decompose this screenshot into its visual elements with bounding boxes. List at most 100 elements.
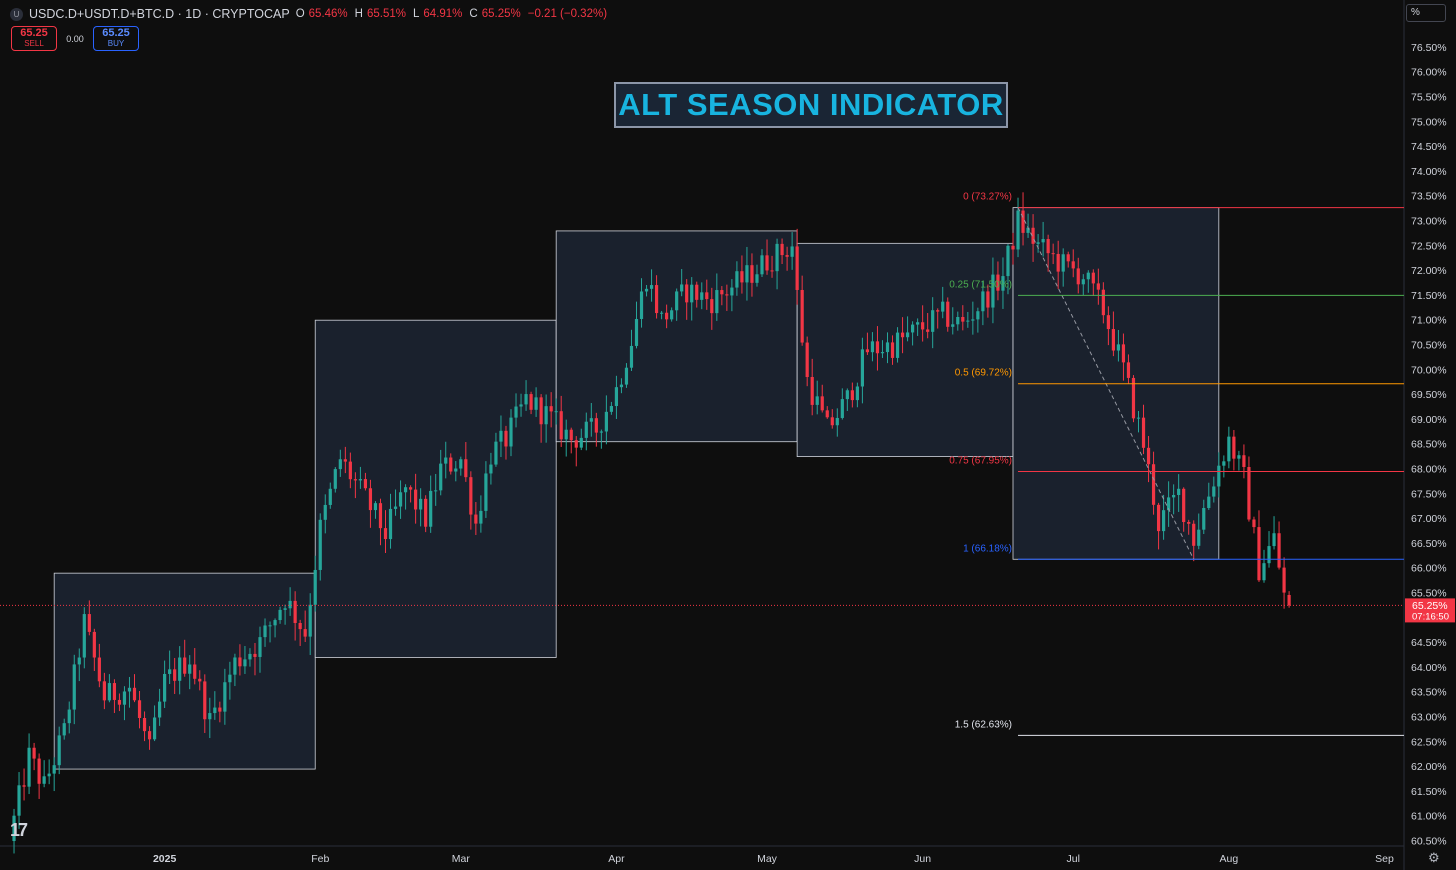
candle-body: [343, 459, 347, 462]
candle-body: [685, 284, 689, 303]
spread-value: 0.00: [66, 33, 84, 44]
candle-body: [82, 614, 86, 658]
candle-body: [946, 301, 950, 327]
candle-body: [961, 316, 965, 322]
candle-body: [710, 299, 714, 314]
candle-body: [740, 271, 744, 283]
x-tick-label: 2025: [153, 853, 177, 865]
gear-icon[interactable]: ⚙: [1428, 850, 1440, 865]
buy-label: BUY: [107, 38, 125, 48]
candle-body: [474, 514, 478, 524]
candle-body: [22, 785, 26, 787]
candle-body: [479, 510, 483, 524]
sell-button[interactable]: 65.25 SELL: [11, 26, 57, 51]
candle-body: [52, 765, 56, 774]
candle-body: [900, 332, 905, 338]
candle-body: [534, 397, 538, 410]
candle-body: [193, 664, 197, 679]
chart-title: ALT SEASON INDICATOR: [614, 82, 1008, 128]
price-scale-unit-button[interactable]: %: [1406, 4, 1446, 22]
candle-body: [921, 322, 925, 330]
candle-body: [765, 255, 769, 271]
candle-body: [971, 319, 975, 321]
candle-body: [976, 311, 980, 320]
candle-body: [368, 488, 373, 511]
candle-body: [42, 776, 46, 784]
candle-body: [1056, 253, 1060, 272]
y-tick-label: 68.50%: [1411, 439, 1447, 451]
close-key: C: [469, 8, 478, 20]
candle-body: [1091, 272, 1095, 284]
candle-body: [1187, 522, 1191, 524]
candle-body: [609, 406, 613, 412]
current-price-label: 65.25%: [1412, 600, 1448, 612]
candle-body: [1262, 563, 1266, 581]
candle-body: [188, 664, 192, 674]
candle-body: [424, 498, 428, 527]
ohlc-values: O 65.46% H 65.51% L 64.91% C 65.25% −0.21 (−…: [296, 8, 610, 20]
candle-body: [97, 657, 101, 682]
candle-body: [926, 329, 930, 332]
candle-body: [845, 390, 849, 400]
candle-body: [1051, 253, 1055, 255]
candle-body: [1001, 276, 1005, 291]
tradingview-logo-icon[interactable]: 17: [10, 820, 28, 840]
candle-body: [1011, 245, 1015, 250]
candle-body: [1066, 254, 1070, 262]
candle-body: [1151, 464, 1156, 505]
candle-body: [102, 681, 106, 701]
candle-body: [1146, 447, 1151, 465]
candle-body: [107, 683, 111, 701]
candle-body: [690, 284, 694, 303]
candle-body: [208, 713, 212, 720]
candle-body: [629, 345, 634, 368]
range-box: [796, 242, 1014, 458]
candle-body: [850, 390, 854, 401]
candle-body: [725, 294, 729, 296]
candle-body: [449, 457, 453, 472]
candle-body: [1192, 523, 1196, 546]
candle-body: [168, 669, 172, 674]
y-tick-label: 64.50%: [1411, 637, 1447, 649]
candle-body: [745, 265, 749, 283]
candle-body: [730, 287, 734, 296]
y-tick-label: 67.00%: [1411, 513, 1447, 525]
candle-body: [308, 604, 312, 637]
candle-body: [865, 349, 870, 353]
y-tick-label: 70.00%: [1411, 364, 1447, 376]
candle-body: [514, 406, 518, 418]
candle-body: [62, 723, 66, 736]
candle-body: [1237, 455, 1241, 459]
fib-level-label: 0.25 (71.50%): [949, 279, 1012, 290]
symbol-badge[interactable]: U: [10, 7, 23, 21]
candle-body: [775, 243, 779, 272]
candle-body: [1156, 504, 1161, 532]
sell-price: 65.25: [20, 27, 48, 39]
y-tick-label: 75.50%: [1411, 92, 1447, 104]
candle-body: [253, 653, 257, 657]
candle-body: [649, 285, 654, 289]
buy-button[interactable]: 65.25 BUY: [93, 26, 139, 51]
candle-body: [429, 490, 433, 527]
candle-body: [17, 785, 21, 816]
candle-body: [358, 479, 362, 481]
candle-body: [529, 394, 533, 410]
candle-body: [353, 479, 357, 481]
candle-body: [1252, 519, 1256, 528]
y-tick-label: 73.50%: [1411, 191, 1447, 203]
y-tick-label: 71.50%: [1411, 290, 1447, 302]
buy-price: 65.25: [102, 27, 130, 39]
candle-body: [198, 678, 202, 682]
candle-body: [1162, 510, 1166, 532]
symbol-title[interactable]: USDC.D+USDT.D+BTC.D · 1D · CRYPTOCAP: [29, 7, 290, 21]
candle-body: [1202, 507, 1206, 530]
candle-body: [996, 274, 1000, 291]
candle-body: [890, 342, 895, 358]
candle-body: [1177, 488, 1181, 495]
candle-body: [1247, 467, 1251, 520]
y-tick-label: 66.00%: [1411, 563, 1447, 575]
candle-body: [579, 437, 583, 448]
candle-body: [805, 342, 809, 377]
